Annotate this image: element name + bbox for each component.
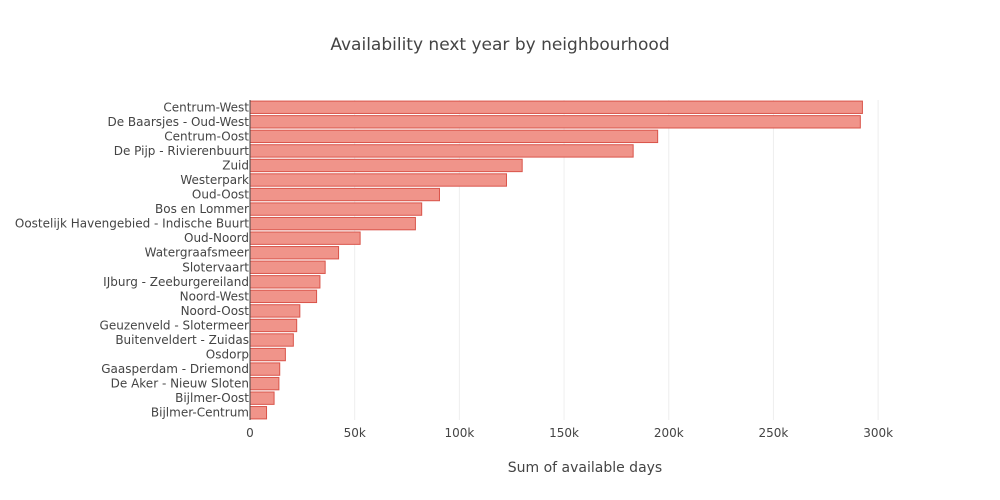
- bar[interactable]: [249, 246, 340, 260]
- category-label: De Baarsjes - Oud-West: [107, 115, 249, 129]
- category-label: Watergraafsmeer: [145, 246, 249, 260]
- category-label: Zuid: [222, 158, 249, 172]
- bar[interactable]: [249, 187, 440, 202]
- bar[interactable]: [249, 304, 301, 318]
- category-label: Centrum-West: [163, 100, 249, 114]
- bar[interactable]: [249, 216, 416, 231]
- category-label: Centrum-Oost: [164, 129, 249, 143]
- bar[interactable]: [249, 115, 861, 129]
- category-label: Noord-Oost: [181, 304, 250, 318]
- bar[interactable]: [249, 318, 298, 333]
- category-label: Bijlmer-Oost: [175, 391, 249, 405]
- category-label: Noord-West: [180, 289, 250, 303]
- bar[interactable]: [249, 376, 280, 391]
- x-tick-label: 250k: [759, 426, 789, 440]
- x-axis-title: Sum of available days: [508, 460, 662, 476]
- category-label: Osdorp: [206, 348, 249, 362]
- bar[interactable]: [249, 231, 361, 245]
- category-label: Bijlmer-Centrum: [151, 406, 249, 420]
- bar[interactable]: [249, 275, 321, 289]
- bar[interactable]: [249, 158, 523, 173]
- x-tick-label: 0: [246, 426, 254, 440]
- x-tick-label: 200k: [654, 426, 684, 440]
- bar[interactable]: [249, 129, 659, 144]
- bar[interactable]: [249, 100, 863, 114]
- bar[interactable]: [249, 391, 275, 405]
- category-label: Gaasperdam - Driemond: [101, 362, 249, 376]
- category-label: Oostelijk Havengebied - Indische Buurt: [15, 217, 249, 231]
- category-label: IJburg - Zeeburgereiland: [103, 275, 249, 289]
- category-label: De Aker - Nieuw Sloten: [111, 377, 249, 391]
- category-label: Westerpark: [180, 173, 249, 187]
- category-label: De Pijp - Rivierenbuurt: [114, 144, 250, 158]
- bar[interactable]: [249, 289, 318, 304]
- x-tick-labels: 0 50k 100k 150k 200k 250k 300k: [246, 426, 893, 440]
- category-label: Slotervaart: [182, 260, 249, 274]
- bars: [249, 100, 863, 420]
- bar[interactable]: [249, 202, 423, 216]
- bar[interactable]: [249, 347, 286, 362]
- category-label: Oud-Oost: [192, 188, 249, 202]
- bar[interactable]: [249, 173, 507, 187]
- category-label: Bos en Lommer: [155, 202, 249, 216]
- bar[interactable]: [249, 260, 326, 274]
- x-tick-label: 300k: [863, 426, 893, 440]
- x-tick-label: 150k: [549, 426, 579, 440]
- category-label: Oud-Noord: [184, 231, 249, 245]
- x-tick-label: 100k: [444, 426, 474, 440]
- x-tick-label: 50k: [344, 426, 366, 440]
- bar[interactable]: [249, 406, 268, 420]
- bar[interactable]: [249, 144, 634, 158]
- bar[interactable]: [249, 333, 294, 347]
- chart-title: Availability next year by neighbourhood: [330, 35, 669, 55]
- category-label: Buitenveldert - Zuidas: [115, 333, 249, 347]
- bar[interactable]: [249, 362, 281, 376]
- category-label: Geuzenveld - Slotermeer: [100, 318, 250, 332]
